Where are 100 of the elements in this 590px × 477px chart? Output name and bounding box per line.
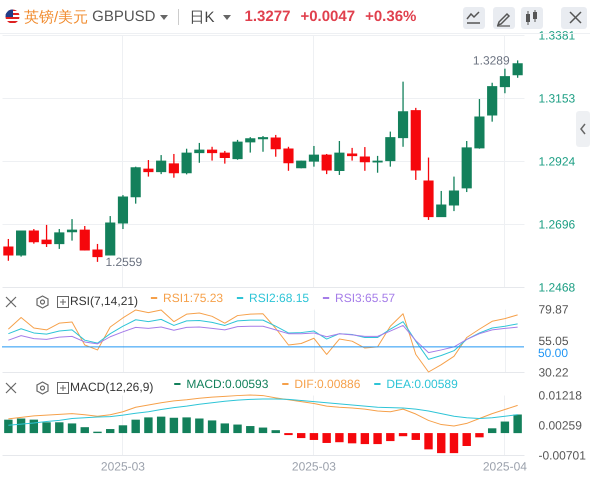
y-tick-label: 55.05	[538, 334, 569, 348]
candlestick	[220, 150, 230, 164]
y-tick-label: 79.87	[538, 302, 569, 316]
candlestick	[245, 136, 256, 154]
y-tick-label: 0.01218	[538, 388, 582, 402]
y-tick-label: 30.22	[538, 366, 569, 380]
candlestick	[385, 130, 396, 168]
bar	[55, 422, 64, 434]
candlestick	[3, 238, 14, 262]
candlestick	[168, 153, 179, 178]
chart-title: RSI(7,14,21)	[70, 294, 138, 308]
bar	[475, 433, 484, 438]
bar	[348, 433, 356, 444]
line-series	[8, 318, 518, 360]
bar	[42, 422, 51, 434]
bar	[16, 418, 26, 434]
bar	[30, 420, 38, 434]
bar	[246, 426, 254, 434]
bar	[373, 433, 382, 444]
legend-label: MACD:0.00593	[186, 377, 269, 391]
bar	[156, 416, 166, 434]
y-tick-label: 1.2696	[538, 218, 576, 232]
ref-line-label: 50.00	[538, 346, 568, 360]
bar	[462, 433, 471, 446]
x-tick-label: 2025-03	[292, 460, 336, 474]
bar	[322, 433, 331, 443]
candlestick	[182, 148, 192, 176]
candlestick	[66, 218, 78, 242]
bar	[220, 423, 230, 434]
bar	[386, 433, 395, 442]
bar	[272, 430, 280, 434]
bar	[424, 433, 433, 450]
bar	[310, 433, 318, 440]
candlestick	[80, 225, 90, 252]
y-tick-label: 1.2924	[538, 154, 576, 169]
bar	[182, 417, 191, 434]
x-tick-label: 2025-03	[100, 460, 146, 474]
x-tick-label: 2025-04	[482, 460, 528, 474]
bar	[68, 423, 76, 434]
candlestick	[156, 154, 166, 175]
bar	[131, 420, 140, 434]
candlestick	[360, 146, 370, 172]
bar	[118, 425, 128, 434]
candlestick	[500, 68, 510, 94]
bar	[208, 420, 216, 434]
candlestick	[41, 224, 52, 248]
bar	[296, 433, 306, 438]
candlestick	[54, 228, 64, 250]
bar	[258, 428, 268, 434]
y-tick-label: -0.00701	[538, 448, 586, 462]
bar	[106, 429, 114, 434]
annotation: 1.2559	[105, 254, 143, 269]
legend-label: RSI1:75.23	[163, 291, 224, 305]
legend-label: RSI2:68.15	[249, 291, 310, 305]
bar	[398, 433, 408, 436]
y-tick-label: 1.3153	[538, 91, 576, 106]
bar	[233, 424, 242, 434]
candlestick	[194, 142, 204, 164]
bar	[450, 433, 458, 454]
candlestick	[28, 228, 39, 244]
candlestick	[143, 159, 154, 178]
candlestick	[270, 134, 281, 158]
bar	[412, 433, 420, 440]
candlestick	[512, 60, 523, 78]
annotation: 1.3289	[472, 53, 510, 68]
bar	[360, 433, 370, 444]
candlestick	[322, 153, 332, 175]
chart-title: MACD(12,26,9)	[70, 380, 154, 394]
candlestick	[448, 176, 460, 212]
candlestick	[436, 190, 446, 218]
candlestick	[347, 147, 358, 162]
bar	[500, 422, 510, 434]
text: 1.3277	[244, 8, 290, 25]
bar	[80, 427, 89, 434]
text: 日K	[190, 8, 215, 27]
line-series	[8, 324, 518, 354]
chart-subtitle: GBPUSD	[92, 8, 156, 25]
text: +0.0047	[300, 8, 356, 25]
bar	[335, 433, 344, 442]
candlestick	[258, 135, 268, 152]
candlestick	[232, 139, 243, 160]
candlestick	[206, 146, 218, 162]
candlestick	[308, 145, 320, 168]
y-tick-label: 0.00259	[538, 418, 582, 432]
bar	[144, 417, 153, 434]
candlestick	[92, 243, 103, 263]
text: +0.36%	[365, 8, 416, 25]
line-series	[8, 309, 518, 372]
bar	[4, 420, 13, 434]
chart-title: 英镑/美元	[24, 8, 88, 27]
candlestick	[334, 140, 344, 176]
candlestick	[283, 146, 294, 172]
bar	[488, 428, 496, 434]
legend-label: RSI3:65.57	[335, 291, 396, 305]
bar	[437, 433, 446, 454]
y-tick-label: 1.2468	[538, 280, 576, 294]
bar	[195, 418, 204, 434]
legend-label: DEA:0.00589	[386, 377, 458, 391]
bar	[170, 418, 178, 434]
legend-label: DIF:0.00886	[294, 377, 361, 391]
